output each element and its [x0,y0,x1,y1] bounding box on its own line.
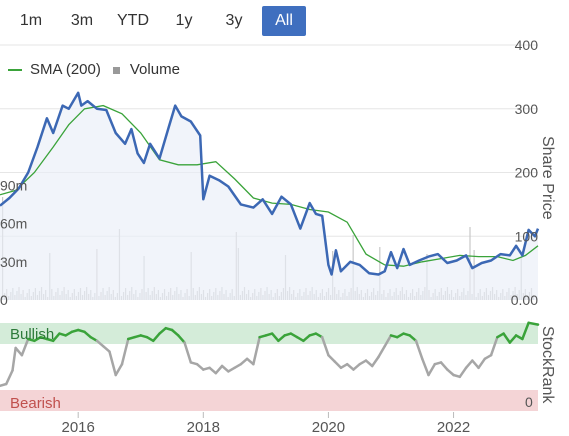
y-tick-label: 0.00 [511,292,538,308]
stockrank-line-segment [170,328,180,337]
volume-tick-label: 30m [0,254,27,270]
stockrank-line-segment [408,334,418,343]
sma-legend-swatch [8,69,22,72]
price-line [0,91,540,276]
stockrank-line-segment [95,339,105,348]
stockrank-line-segment [120,337,130,366]
stockrank-line-segment [239,357,249,366]
stockrank-line-segment [101,344,111,353]
stockrank-line-segment [183,341,193,364]
bearish-band [0,390,538,411]
x-tick-label: 2018 [187,419,220,436]
stockrank-line-segment [158,326,168,335]
price-area [0,92,538,300]
stockrank-line-segment [5,369,14,386]
range-button-1y[interactable]: 1y [175,12,193,29]
stockrank-axis-title: StockRank [539,326,556,404]
stockrank-line-segment [383,334,393,348]
y-tick-label: 200 [515,165,539,181]
stockrank-line-segment [83,330,92,339]
y-axis-title: Share Price [539,136,556,220]
stockrank-line-segment [208,366,218,375]
x-tick-label: 2022 [437,419,470,436]
y-tick-label: 300 [515,101,539,117]
stockrank-line-segment [446,368,455,377]
stockrank-line-segment [458,366,468,379]
stockrank-line-segment [270,332,280,343]
stockrank-line-segment [345,362,355,371]
stockrank-line-segment [320,335,330,357]
stockrank-line-segment [464,359,474,370]
stockrank-line-segment [152,332,161,343]
stockrank-line-segment [277,334,286,343]
stockrank-line-segment [51,332,61,343]
stockrank-line-segment [489,335,499,357]
stockrank-line-segment [220,364,230,373]
stockrank-line-segment [177,334,186,344]
stockrank-line-segment [521,321,530,341]
stockrank-line-segment [11,346,17,372]
sma-legend-label[interactable]: SMA (200) [30,61,101,78]
stockrank-line-segment [114,362,124,377]
stockrank-line-segment [108,350,117,377]
volume-tick-label: 90m [0,177,27,193]
range-button-all[interactable]: All [262,6,306,36]
stockrank-line-segment [427,362,437,377]
range-button-3y[interactable]: 3y [225,12,243,29]
x-tick-label: 2016 [62,419,95,436]
range-button-1m[interactable]: 1m [19,12,43,29]
bearish-label: Bearish [10,395,61,412]
stockrank-line-segment [414,339,424,361]
x-tick-label: 2020 [312,419,345,436]
stockrank-line-segment [439,361,449,371]
stockrank-line-segment [333,360,343,370]
volume-tick-label: 60m [0,216,27,232]
range-button-3m[interactable]: 3m [70,12,94,29]
stockrank-line-segment [252,335,261,366]
stockrank-line-segment [302,334,311,343]
stockrank-line-segment [421,357,430,377]
stockrank-line-segment [502,332,512,344]
chart-legend: SMA (200) Volume [8,61,180,78]
stockrank-line-segment [364,359,374,368]
stockrank-line-segment [471,359,480,370]
stockrank-line-segment [214,364,224,375]
stockrank-tick-0: 0 [525,394,533,410]
stockrank-line-segment [508,334,518,344]
sma-line [0,104,539,267]
stockrank-line-segment [527,321,540,326]
volume-tick-label: 0 [0,292,8,308]
volume-legend-swatch [112,66,120,74]
bullish-label: Bullish [10,326,54,343]
y-tick-label: 100 [515,228,539,244]
stockrank-line-segment [20,337,30,357]
stockrank-line-segment [14,346,24,357]
stockrank-line-segment [195,362,205,371]
volume-legend-label[interactable]: Volume [129,61,180,78]
stockrank-line-segment [477,357,487,370]
stockrank-line-segment [352,362,361,371]
stockrank-line-segment [327,353,336,363]
y-tick-label: 400 [515,37,539,53]
stockrank-line-segment [370,355,380,368]
stockrank-line-segment [377,344,386,359]
range-button-ytd[interactable]: YTD [117,12,149,29]
